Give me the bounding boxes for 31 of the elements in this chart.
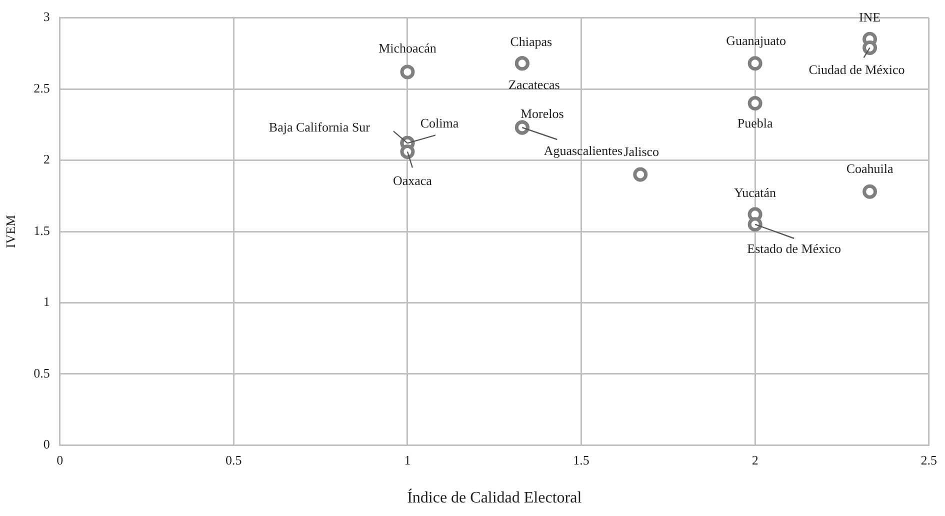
y-tick-label: 3 [43,9,50,24]
annotation: Chiapas [510,34,552,49]
y-tick-label: 1 [43,294,50,310]
x-tick-label: 0.5 [226,452,242,468]
annotation: Ciudad de México [808,62,905,78]
annotation: Oaxaca [392,173,432,188]
annotation: Michoacán [378,40,437,56]
x-tick-label: 1 [404,452,411,468]
annotation: Estado de México [747,240,842,256]
x-tick-label: 2 [752,452,758,468]
annotation: Guanajuato [726,32,786,48]
y-tick-label: 2.5 [34,80,50,96]
annotation: Yucatán [734,184,776,200]
x-tick-label: 0 [56,452,64,468]
y-tick-label: 0.5 [34,365,50,380]
x-tick-label: 1.5 [573,452,590,468]
annotation: Baja California Sur [268,120,371,135]
annotation: Jalisco [624,144,660,159]
x-axis-title: Índice de Calidad Electoral [407,488,582,507]
y-tick-label: 0 [43,436,50,452]
y-axis-title: IVEM [3,214,18,248]
annotation: Aguascalientes [544,142,623,158]
y-tick-label: 2 [43,152,50,167]
annotation: Zacatecas [508,76,560,92]
annotation: Puebla [737,116,773,131]
annotation: Colima [420,116,459,131]
annotation: Coahuila [846,161,894,176]
y-tick-label: 1.5 [34,222,50,238]
annotation: INE [858,10,881,25]
x-tick-label: 2.5 [920,452,937,468]
annotation: Morelos [520,106,564,121]
